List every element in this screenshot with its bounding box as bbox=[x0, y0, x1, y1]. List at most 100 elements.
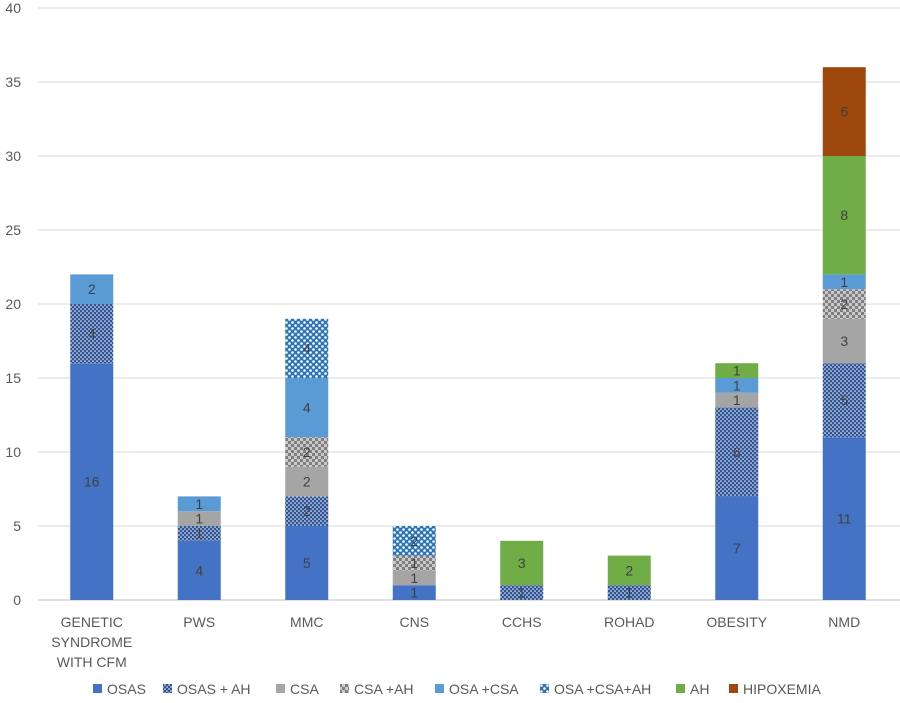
y-tick-label: 40 bbox=[5, 0, 21, 16]
data-label: 2 bbox=[88, 281, 96, 297]
legend-label: CSA +AH bbox=[354, 681, 414, 697]
data-label: 2 bbox=[303, 503, 311, 519]
y-tick-label: 0 bbox=[13, 592, 21, 608]
bar-segment-osas-ah bbox=[70, 304, 114, 364]
legend-swatch bbox=[540, 684, 549, 693]
bar-segment-csa-ah bbox=[822, 289, 866, 319]
legend-item-osa-csa: OSA +CSA bbox=[435, 681, 519, 697]
data-label: 4 bbox=[195, 562, 203, 578]
bar-segment-csa-ah bbox=[285, 437, 329, 467]
data-label: 1 bbox=[733, 377, 741, 393]
legend-item-csa-ah: CSA +AH bbox=[340, 681, 414, 697]
data-label: 1 bbox=[518, 585, 526, 601]
data-label: 1 bbox=[733, 392, 741, 408]
legend-swatch bbox=[93, 684, 102, 693]
bar-segment-osa-csa-ah bbox=[285, 318, 329, 378]
x-category-label: PWS bbox=[183, 614, 215, 630]
bar-segment-csa bbox=[715, 392, 759, 408]
x-category-label: MMC bbox=[290, 614, 323, 630]
bar-segment-ah bbox=[607, 555, 651, 586]
bar-segment-osa-csa-ah bbox=[392, 526, 436, 556]
x-category-label: SYNDROME bbox=[51, 634, 132, 650]
data-label: 1 bbox=[840, 274, 848, 290]
bar-segment-osas-ah bbox=[715, 407, 759, 497]
legend-swatch bbox=[435, 684, 444, 693]
y-tick-label: 15 bbox=[5, 370, 21, 386]
bar-segment-csa bbox=[392, 570, 436, 586]
data-label: 16 bbox=[84, 474, 100, 490]
data-label: 3 bbox=[840, 333, 848, 349]
y-tick-label: 35 bbox=[5, 74, 21, 90]
data-label: 8 bbox=[840, 207, 848, 223]
bar-segment-csa bbox=[285, 466, 329, 497]
bar-segment-osa-csa bbox=[70, 274, 114, 304]
legend-swatch bbox=[729, 684, 738, 693]
bar-segment-csa-ah bbox=[392, 555, 436, 571]
y-axis-ticks: 0 5 10 15 20 25 30 35 40 bbox=[5, 0, 21, 608]
bar-segment-osas bbox=[392, 585, 436, 600]
bar-segment-osas bbox=[177, 540, 221, 600]
data-label: 2 bbox=[303, 474, 311, 490]
data-label: 1 bbox=[410, 570, 418, 586]
data-label: 1 bbox=[195, 525, 203, 541]
legend-label: OSA +CSA bbox=[449, 681, 519, 697]
legend-item-csa: CSA bbox=[276, 681, 319, 697]
bar-segment-osas bbox=[715, 496, 759, 600]
y-tick-label: 30 bbox=[5, 148, 21, 164]
data-label: 4 bbox=[88, 326, 96, 342]
x-category-label: OBESITY bbox=[706, 614, 767, 630]
legend-swatch bbox=[276, 684, 285, 693]
x-category-label: GENETIC bbox=[61, 614, 123, 630]
y-tick-label: 20 bbox=[5, 296, 21, 312]
x-category-label: WITH CFM bbox=[57, 654, 127, 670]
x-axis-categories: GENETIC SYNDROME WITH CFM PWS MMC CNS CCHS ROHA… bbox=[51, 614, 860, 670]
legend-item-osas-ah: OSAS + AH bbox=[163, 681, 251, 697]
data-label: 1 bbox=[195, 496, 203, 512]
legend-item-osa-csa-ah: OSA +CSA+AH bbox=[540, 681, 651, 697]
bar-segment-osa-csa bbox=[177, 496, 221, 512]
bar-segment-osas bbox=[285, 526, 329, 600]
x-category-label: CCHS bbox=[502, 614, 542, 630]
bar-segment-osa-csa bbox=[715, 378, 759, 393]
bar-segment-osas-ah bbox=[500, 585, 544, 600]
legend-item-hipoxemia: HIPOXEMIA bbox=[729, 681, 821, 697]
bar-segment-osas-ah bbox=[607, 585, 651, 600]
bar-segment-ah bbox=[500, 540, 544, 586]
legend-swatch bbox=[676, 684, 685, 693]
data-label: 1 bbox=[733, 363, 741, 379]
data-label: 1 bbox=[410, 555, 418, 571]
data-label: 6 bbox=[733, 444, 741, 460]
x-category-label: CNS bbox=[399, 614, 429, 630]
data-label: 2 bbox=[410, 533, 418, 549]
legend-label: OSAS bbox=[107, 681, 146, 697]
bar-segment-osas bbox=[822, 437, 866, 600]
bar-segment-hipoxemia bbox=[822, 67, 866, 156]
data-label: 6 bbox=[840, 104, 848, 120]
data-label: 1 bbox=[410, 585, 418, 601]
bar-segment-osas bbox=[70, 363, 114, 600]
legend-label: OSA +CSA+AH bbox=[554, 681, 651, 697]
bar-segment-osas-ah bbox=[822, 363, 866, 438]
legend: OSAS OSAS + AH CSA CSA +AH OSA +CSA OSA +CSA+… bbox=[93, 681, 821, 697]
data-label: 11 bbox=[837, 511, 852, 527]
data-label: 5 bbox=[303, 555, 311, 571]
legend-label: HIPOXEMIA bbox=[743, 681, 821, 697]
data-label: 4 bbox=[303, 340, 311, 356]
bar-segment-osas-ah bbox=[177, 526, 221, 541]
bar-segment-ah bbox=[822, 156, 866, 275]
bar-segment-osa-csa bbox=[285, 378, 329, 438]
data-label: 2 bbox=[625, 562, 633, 578]
data-label: 1 bbox=[195, 511, 203, 527]
y-tick-label: 10 bbox=[5, 444, 21, 460]
y-tick-label: 25 bbox=[5, 222, 21, 238]
legend-label: CSA bbox=[290, 681, 319, 697]
data-label: 1 bbox=[625, 585, 633, 601]
data-label: 4 bbox=[303, 400, 311, 416]
bar-segment-csa bbox=[822, 318, 866, 364]
legend-label: AH bbox=[690, 681, 709, 697]
gridlines bbox=[38, 7, 900, 601]
legend-item-osas: OSAS bbox=[93, 681, 146, 697]
data-label: 3 bbox=[518, 555, 526, 571]
